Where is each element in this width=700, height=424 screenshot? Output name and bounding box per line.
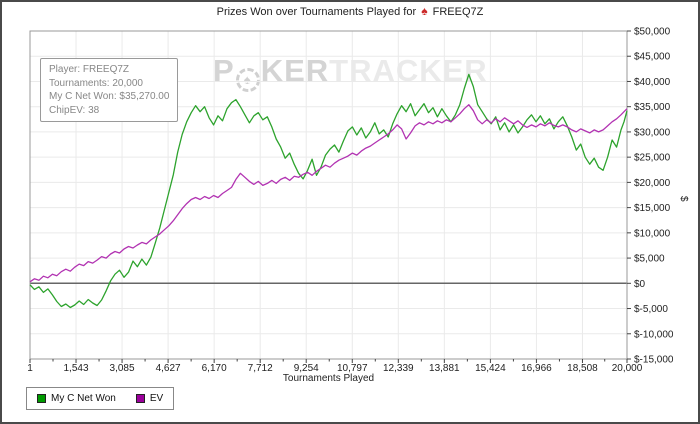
svg-text:1: 1: [27, 363, 33, 374]
svg-text:13,881: 13,881: [429, 363, 460, 374]
legend-item-net-won: My C Net Won: [37, 393, 116, 404]
svg-text:$0: $0: [634, 279, 646, 290]
svg-text:$30,000: $30,000: [634, 127, 671, 138]
svg-text:9,254: 9,254: [294, 363, 319, 374]
svg-text:$-10,000: $-10,000: [634, 329, 674, 340]
svg-text:20,000: 20,000: [612, 363, 643, 374]
svg-text:$40,000: $40,000: [634, 77, 671, 88]
svg-text:$45,000: $45,000: [634, 52, 671, 63]
svg-text:$15,000: $15,000: [634, 203, 671, 214]
info-net-won: My C Net Won: $35,270.00: [49, 91, 170, 102]
chart-title-player: FREEQ7Z: [432, 6, 484, 18]
legend-label-net-won: My C Net Won: [51, 393, 116, 404]
svg-text:12,339: 12,339: [383, 363, 414, 374]
svg-text:$50,000: $50,000: [634, 27, 671, 38]
svg-text:$-15,000: $-15,000: [634, 355, 674, 366]
watermark-poker-p: P: [213, 53, 235, 88]
info-tournaments: Tournaments: 20,000: [49, 77, 143, 89]
poker-chip-icon: ♠: [235, 68, 260, 92]
info-chipev: ChipEV: 38: [49, 104, 100, 116]
chart-title: Prizes Won over Tournaments Played for ♠…: [0, 4, 700, 18]
svg-text:15,424: 15,424: [475, 363, 506, 374]
svg-text:$35,000: $35,000: [634, 102, 671, 113]
chart-title-text: Prizes Won over Tournaments Played for: [216, 6, 417, 18]
svg-text:3,085: 3,085: [110, 363, 135, 374]
net-won-swatch-icon: [37, 394, 46, 403]
ev-swatch-icon: [135, 394, 145, 403]
svg-text:$20,000: $20,000: [634, 178, 671, 189]
svg-text:7,712: 7,712: [248, 363, 273, 374]
legend-item-ev: EV: [135, 393, 164, 404]
legend-label-ev: EV: [149, 393, 164, 404]
svg-text:$: $: [678, 196, 689, 202]
svg-text:Tournaments Played: Tournaments Played: [283, 373, 374, 384]
player-info-box: Player: FREEQ7Z Tournaments: 20,000 My C…: [40, 58, 179, 122]
svg-text:10,797: 10,797: [337, 363, 368, 374]
svg-text:4,627: 4,627: [156, 363, 181, 374]
svg-text:6,170: 6,170: [202, 363, 227, 374]
legend: My C Net Won EV: [26, 387, 175, 410]
chip-spade-icon: ♠: [243, 72, 252, 87]
svg-text:$10,000: $10,000: [634, 228, 671, 239]
svg-text:$5,000: $5,000: [634, 254, 665, 265]
svg-text:$-5,000: $-5,000: [634, 304, 668, 315]
svg-text:18,508: 18,508: [567, 363, 598, 374]
svg-text:1,543: 1,543: [64, 363, 89, 374]
pokertracker-spade-icon: ♠: [421, 4, 428, 18]
svg-text:16,966: 16,966: [521, 363, 552, 374]
info-player: Player: FREEQ7Z: [49, 64, 130, 75]
svg-text:$25,000: $25,000: [634, 153, 671, 164]
